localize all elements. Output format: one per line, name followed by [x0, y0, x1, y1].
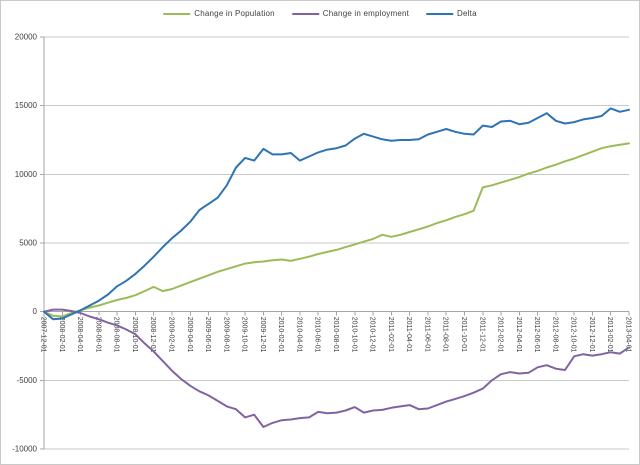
- x-axis-label: 2012-10-01: [570, 317, 577, 353]
- x-axis-label: 2009-10-01: [241, 317, 248, 353]
- x-axis-label: 2010-04-01: [295, 317, 302, 353]
- x-axis-label: 2008-12-01: [149, 317, 156, 353]
- x-axis: [43, 311, 630, 316]
- x-axis-label: 2010-06-01: [314, 317, 321, 353]
- x-axis-label: 2012-06-01: [533, 317, 540, 353]
- series-delta: [43, 107, 630, 321]
- legend-item-population: Change in Population: [163, 9, 275, 18]
- x-axis-label: 2011-04-01: [405, 317, 412, 352]
- x-axis-label: 2010-08-01: [332, 317, 339, 353]
- x-axis-label: 2008-06-01: [94, 317, 101, 353]
- y-axis-label: -10000: [12, 445, 37, 454]
- y-axis-label: -5000: [17, 376, 38, 385]
- y-axis-label: 20000: [15, 33, 38, 42]
- x-axis-label: 2009-08-01: [222, 317, 229, 353]
- x-axis-label: 2012-02-01: [497, 317, 504, 353]
- y-axis: -10000 -5000 0 5000 10000 15000 20000: [12, 33, 45, 454]
- x-axis-label: 2010-12-01: [369, 317, 376, 353]
- x-axis-label: 2012-08-01: [551, 317, 558, 353]
- x-axis-labels: 2007-12-01 2008-02-01 2008-04-01 2008-06-01…: [40, 317, 632, 353]
- x-axis-label: 2009-12-01: [259, 317, 266, 353]
- legend-swatch-delta: [426, 12, 454, 15]
- y-axis-label: 10000: [15, 170, 38, 179]
- legend-label-employment: Change in employment: [322, 9, 410, 18]
- legend-label-delta: Delta: [457, 9, 477, 18]
- x-axis-label: 2010-10-01: [350, 317, 357, 353]
- x-axis-label: 2012-04-01: [515, 317, 522, 353]
- x-axis-label: 2011-06-01: [423, 317, 430, 352]
- x-axis-label: 2012-12-01: [588, 317, 595, 353]
- x-axis-label: 2009-04-01: [186, 317, 193, 353]
- x-axis-label: 2011-12-01: [478, 317, 485, 352]
- x-axis-label: 2011-10-01: [460, 317, 467, 352]
- x-axis-label: 2010-02-01: [277, 317, 284, 353]
- legend-item-employment: Change in employment: [291, 9, 410, 18]
- legend-swatch-employment: [291, 12, 319, 15]
- x-axis-label: 2007-12-01: [40, 317, 47, 353]
- x-axis-label: 2008-02-01: [58, 317, 65, 353]
- y-axis-label: 5000: [19, 239, 37, 248]
- x-axis-label: 2008-08-01: [113, 317, 120, 353]
- series-change-in-employment: [43, 308, 630, 428]
- series-change-in-population: [43, 142, 630, 318]
- x-axis-label: 2008-04-01: [76, 317, 83, 353]
- y-axis-label: 15000: [15, 101, 38, 110]
- y-axis-label: 0: [33, 307, 38, 316]
- x-axis-label: 2013-02-01: [606, 317, 613, 353]
- x-axis-label: 2011-08-01: [442, 317, 449, 352]
- chart-legend: Change in Population Change in employmen…: [163, 9, 477, 18]
- gridlines: [44, 36, 629, 450]
- legend-item-delta: Delta: [426, 9, 477, 18]
- legend-label-population: Change in Population: [194, 9, 275, 18]
- x-axis-label: 2009-02-01: [168, 317, 175, 353]
- x-axis-label: 2009-06-01: [204, 317, 211, 353]
- legend-swatch-population: [163, 12, 191, 15]
- x-axis-label: 2013-04-01: [625, 317, 632, 353]
- x-axis-label: 2011-02-01: [387, 317, 394, 352]
